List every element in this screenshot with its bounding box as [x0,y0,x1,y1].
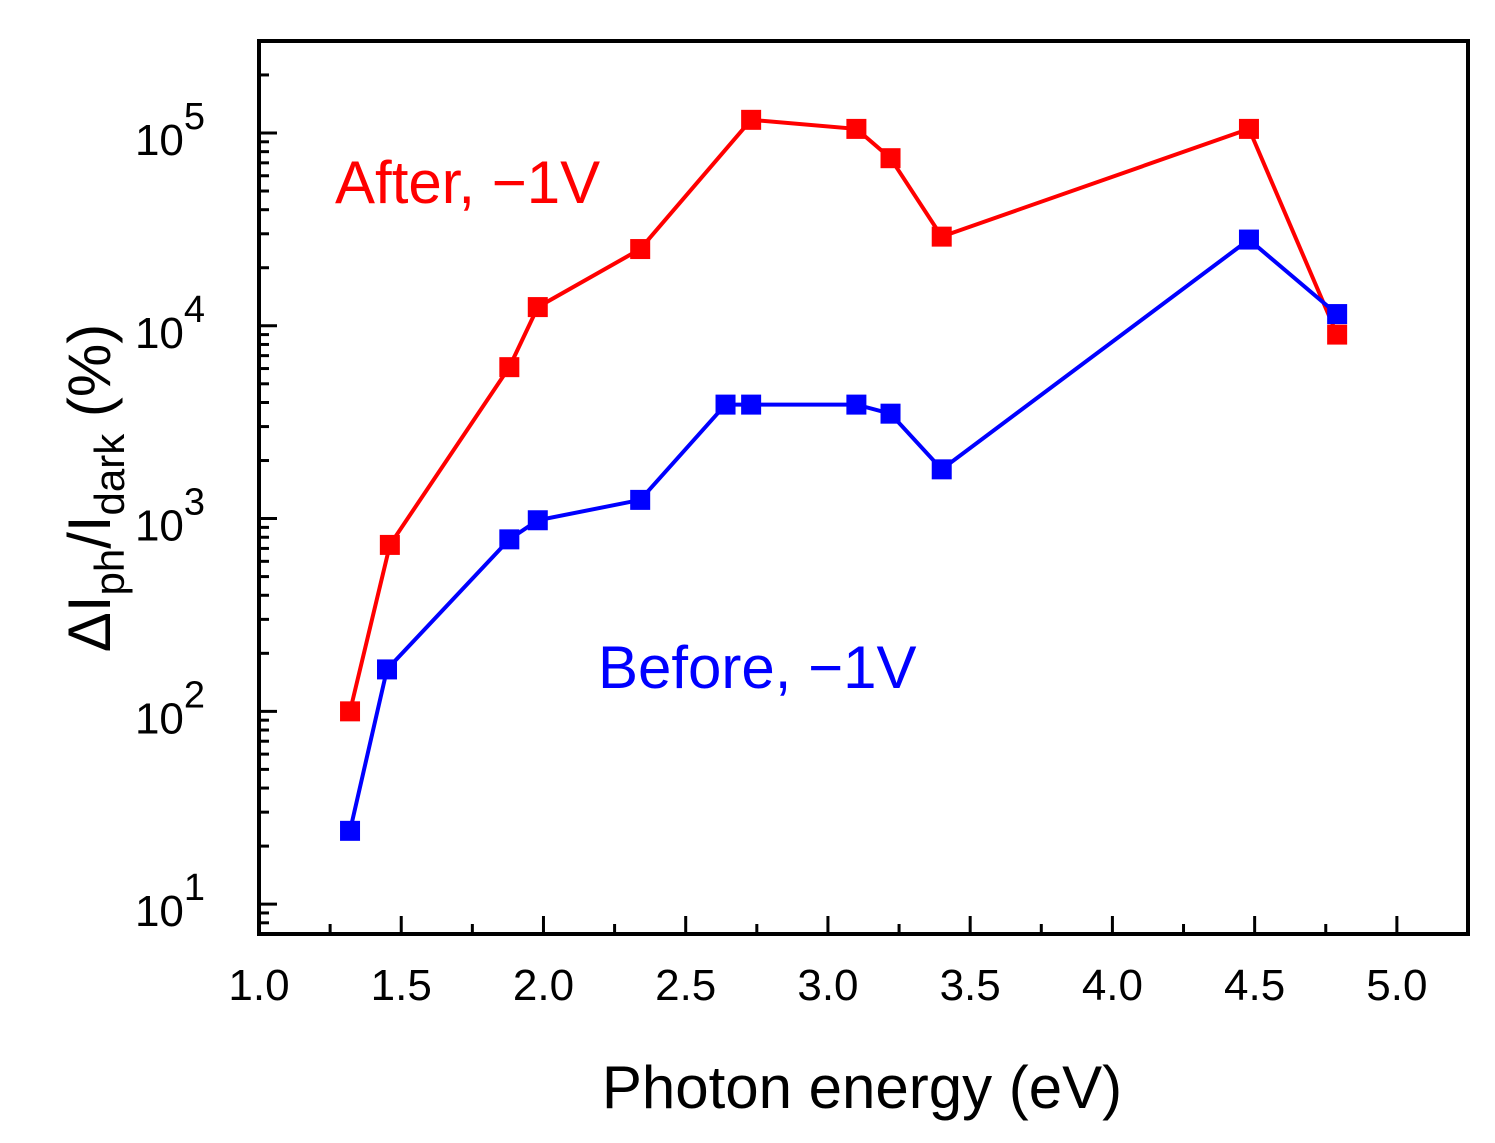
data-point [741,394,762,415]
series-layer [340,109,1348,841]
y-tick-label: 104 [135,289,205,358]
y-tick-label: 103 [135,482,205,551]
data-point [846,394,867,415]
y-title-sub2: dark [86,433,133,516]
data-point [1238,118,1259,139]
y-axis-title: ΔIph/Idark (%) [56,324,133,653]
data-point [379,534,400,555]
annotation-after: After, −1V [335,149,600,216]
x-tick-label: 5.0 [1366,961,1427,1010]
x-tick-label: 2.0 [513,961,574,1010]
data-point [527,297,548,318]
y-title-prefix: ΔI [56,596,123,653]
data-point [499,357,520,378]
data-point [499,529,520,550]
data-point [377,659,398,680]
data-point [1238,229,1259,250]
data-point [741,109,762,130]
data-point [880,403,901,424]
y-title-sub1: ph [86,549,133,596]
series-line-1 [348,237,1339,832]
data-point [880,148,901,169]
data-point [931,459,952,480]
y-tick-label: 105 [135,96,205,165]
x-tick-label: 1.0 [228,961,289,1010]
data-point [715,394,736,415]
x-axis-ticks: 1.0 1.5 2.0 2.5 3.0 3.5 4.0 4.5 5.0 [228,916,1427,1010]
plot-frame [257,39,1470,936]
data-point [630,239,651,260]
x-tick-label: 2.5 [655,961,716,1010]
y-tick-label: 102 [135,674,205,743]
x-tick-label: 3.5 [940,961,1001,1010]
data-point [846,118,867,139]
x-tick-label: 4.5 [1224,961,1285,1010]
x-tick-label: 3.0 [797,961,858,1010]
data-point [1327,324,1348,345]
annotation-before: Before, −1V [598,634,917,701]
x-axis-title: Photon energy (eV) [602,1054,1122,1121]
x-tick-label: 4.0 [1082,961,1143,1010]
x-tick-label: 1.5 [371,961,432,1010]
y-title-suffix: (%) [56,324,123,434]
y-tick-label: 101 [135,867,205,936]
data-point [527,510,548,531]
data-point [1327,304,1348,325]
data-point [931,226,952,247]
y-axis-ticks: 101 102 103 104 105 [135,39,277,936]
data-point [340,701,361,722]
data-point [630,489,651,510]
y-title-slash: /I [56,515,123,548]
data-point [340,820,361,841]
